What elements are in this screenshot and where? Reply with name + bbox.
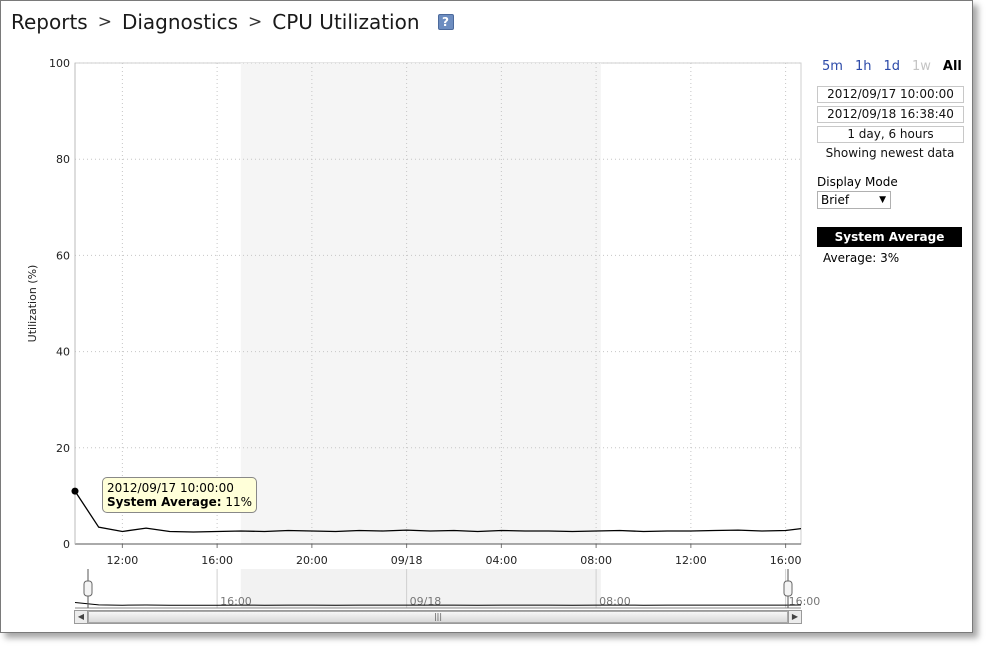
overview-shaded-period bbox=[240, 569, 601, 608]
overview-series-line bbox=[74, 602, 802, 606]
y-tick-label: 100 bbox=[49, 57, 70, 70]
showing-status: Showing newest data bbox=[825, 146, 955, 160]
y-tick-label: 40 bbox=[56, 346, 70, 359]
y-tick-label: 20 bbox=[56, 442, 70, 455]
display-mode-value: Brief bbox=[821, 193, 850, 207]
display-mode-label: Display Mode bbox=[817, 175, 898, 189]
series-line-system-average bbox=[74, 490, 802, 533]
breadcrumb-separator: > bbox=[97, 12, 112, 32]
tooltip-datetime: 2012/09/17 10:00:00 bbox=[107, 481, 234, 495]
chevron-down-icon: ▼ bbox=[879, 195, 886, 205]
tooltip-value-row: System Average: 11% bbox=[107, 495, 256, 509]
y-tick-label: 0 bbox=[63, 538, 70, 551]
breadcrumb: Reports > Diagnostics > CPU Utilization … bbox=[11, 9, 454, 35]
overview-tick-label: 09/18 bbox=[410, 595, 442, 608]
scroll-thumb[interactable]: ||| bbox=[88, 611, 788, 623]
shaded-period bbox=[240, 63, 601, 544]
overview-scrollbar[interactable]: ◀ ||| ▶ bbox=[74, 610, 802, 624]
y-tick-label: 60 bbox=[56, 249, 70, 262]
x-tick-label: 12:00 bbox=[675, 554, 707, 567]
x-tick-label: 12:00 bbox=[107, 554, 139, 567]
x-tick-label: 08:00 bbox=[580, 554, 612, 567]
overview-handle bbox=[783, 580, 793, 597]
overview-handle bbox=[83, 580, 93, 597]
page-title: CPU Utilization bbox=[272, 10, 420, 34]
y-axis-label: Utilization (%) bbox=[26, 265, 39, 343]
range-5m[interactable]: 5m bbox=[822, 59, 843, 74]
cpu-utilization-chart[interactable]: 0 20 40 60 80 100 12:00 16:00 20:00 09/18 04:00 08:… bbox=[1, 1, 974, 634]
legend-average-value: Average: 3% bbox=[823, 251, 900, 265]
x-tick-label: 20:00 bbox=[296, 554, 328, 567]
range-all[interactable]: All bbox=[942, 59, 962, 74]
breadcrumb-reports[interactable]: Reports bbox=[11, 10, 88, 34]
breadcrumb-separator: > bbox=[248, 12, 263, 32]
help-icon[interactable]: ? bbox=[437, 14, 454, 30]
overview-tick-label: 08:00 bbox=[599, 595, 631, 608]
breadcrumb-diagnostics[interactable]: Diagnostics bbox=[121, 10, 239, 34]
start-time-field[interactable]: 2012/09/17 10:00:00 bbox=[817, 86, 964, 103]
side-panel: 5m 1h 1d 1w All 2012/09/17 10:00:00 2012… bbox=[817, 59, 964, 265]
x-tick-label: 16:00 bbox=[770, 554, 802, 567]
display-mode-select[interactable]: Brief ▼ bbox=[817, 191, 891, 209]
end-time-field[interactable]: 2012/09/18 16:38:40 bbox=[817, 106, 964, 123]
report-frame: Reports > Diagnostics > CPU Utilization … bbox=[0, 0, 973, 633]
tooltip-value: 11% bbox=[225, 495, 253, 509]
overview-tick-label: 16:00 bbox=[789, 595, 821, 608]
range-1h[interactable]: 1h bbox=[854, 59, 872, 74]
scroll-left-button[interactable]: ◀ bbox=[74, 610, 88, 624]
range-1d[interactable]: 1d bbox=[883, 59, 900, 74]
y-tick-label: 80 bbox=[56, 153, 70, 166]
overview-tick-label: 16:00 bbox=[220, 595, 252, 608]
time-range-selector: 5m 1h 1d 1w All bbox=[817, 59, 963, 74]
tooltip-label: System Average: bbox=[107, 495, 222, 509]
x-tick-label: 09/18 bbox=[391, 554, 423, 567]
hover-marker bbox=[71, 487, 79, 495]
legend-system-average[interactable]: System Average bbox=[817, 227, 962, 247]
x-tick-label: 16:00 bbox=[201, 554, 233, 567]
scroll-right-button[interactable]: ▶ bbox=[788, 610, 802, 624]
chart-tooltip: 2012/09/17 10:00:00 System Average: 11% bbox=[102, 477, 257, 513]
x-tick-label: 04:00 bbox=[486, 554, 518, 567]
duration-field: 1 day, 6 hours bbox=[817, 126, 964, 143]
range-1w: 1w bbox=[911, 59, 931, 74]
